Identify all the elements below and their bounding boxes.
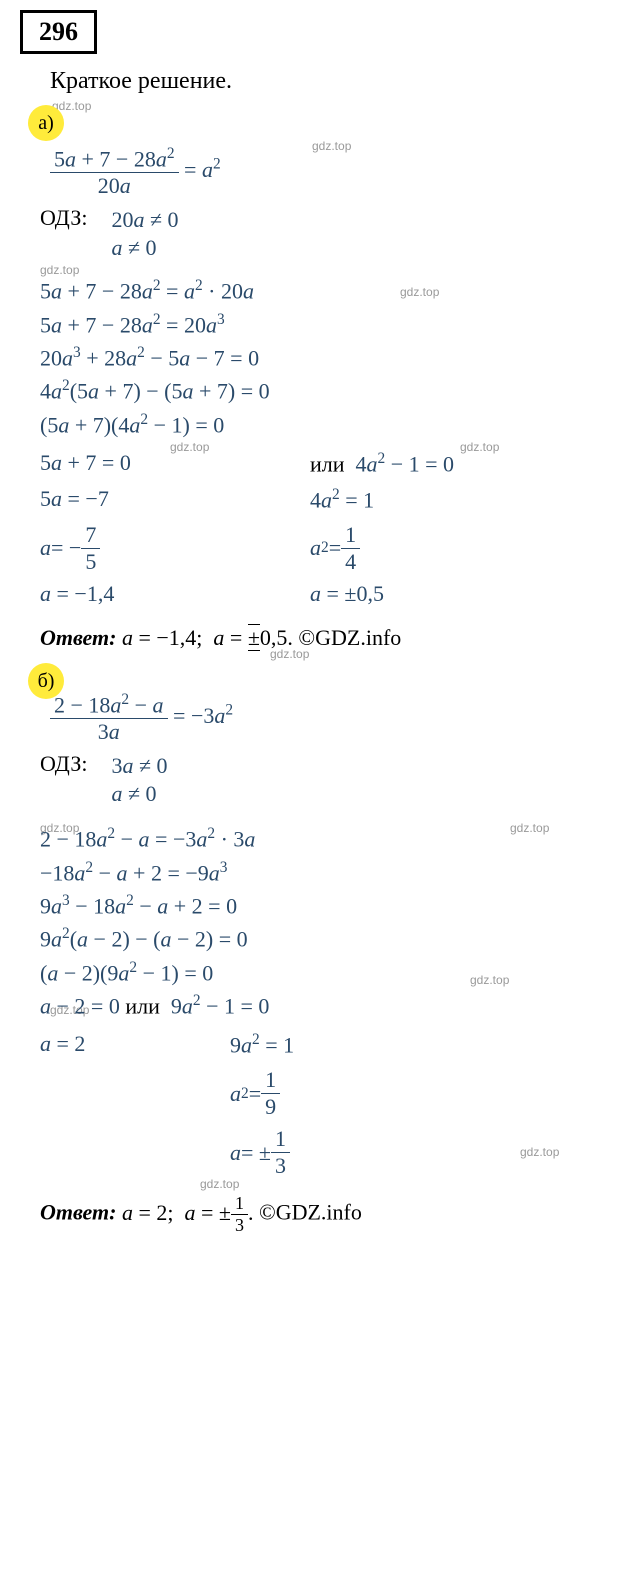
section-title: Краткое решение. (50, 68, 604, 95)
eq-line: a2 = 14 (310, 522, 454, 575)
part-b-container: б) 2 − 18a2 − a 3a = −3a2 ОДЗ: 3a ≠ 0 a … (20, 659, 604, 1236)
left-column: a = 2 (40, 1025, 230, 1185)
split-line: a − 2 = 0 или 9a2 − 1 = 0 (40, 992, 604, 1019)
part-a-label: а) (28, 105, 64, 141)
work-line: 20a3 + 28a2 − 5a − 7 = 0 (40, 344, 604, 371)
problem-number: 296 (39, 17, 78, 46)
part-a-label-text: а) (38, 112, 54, 134)
eq-line: a = ±0,5 (310, 581, 454, 611)
odz-line: a ≠ 0 (111, 235, 178, 261)
part-a-main-equation: gdz.top 5a + 7 − 28a2 20a = a2 (50, 145, 604, 199)
eq-line: a = −1,4 (40, 581, 310, 611)
eq-line: 4a2 = 1 (310, 486, 454, 516)
copyright: ©GDZ.info (298, 625, 401, 650)
watermark: gdz.top (40, 263, 79, 277)
part-b-main-equation: 2 − 18a2 − a 3a = −3a2 (50, 691, 604, 745)
fraction: 2 − 18a2 − a 3a (50, 691, 168, 745)
eq-line: 5a + 7 = 0 (40, 450, 310, 480)
answer-a: gdz.top Ответ: a = −1,4; a = ±0,5. ©GDZ.… (40, 625, 604, 651)
right-column: или 4a2 − 1 = 0 4a2 = 1 a2 = 14 a = ±0,5 (310, 444, 454, 617)
odz-block-a: ОДЗ: 20a ≠ 0 a ≠ 0 (40, 205, 604, 263)
watermark: gdz.top (170, 440, 209, 454)
answer-b: Ответ: a = 2; a = ±13. ©GDZ.info (40, 1193, 604, 1236)
eq-line: a = ±13 (230, 1126, 294, 1179)
work-line: −18a2 − a + 2 = −9a3 (40, 859, 604, 886)
fraction: 5a + 7 − 28a2 20a (50, 145, 179, 199)
equals-rhs: = a2 (184, 157, 221, 182)
work-line: 2 − 18a2 − a = −3a2 · 3a (40, 825, 604, 852)
odz-line: 3a ≠ 0 (111, 753, 167, 779)
work-line: (5a + 7)(4a2 − 1) = 0 (40, 411, 604, 438)
watermark: gdz.top (460, 440, 499, 454)
odz-block-b: ОДЗ: 3a ≠ 0 a ≠ 0 (40, 751, 604, 809)
eq-line: 5a = −7 (40, 486, 310, 516)
odz-content: 20a ≠ 0 a ≠ 0 (111, 205, 178, 263)
eq-line: или 4a2 − 1 = 0 (310, 450, 454, 480)
watermark: gdz.top (312, 139, 351, 153)
eq-line: a = −75 (40, 522, 310, 575)
equals-rhs: = −3a2 (173, 703, 233, 728)
watermark: gdz.top (200, 1177, 239, 1191)
answer-label: Ответ: (40, 1200, 116, 1225)
part-a-container: gdz.top а) gdz.top 5a + 7 − 28a2 20a = a… (20, 101, 604, 651)
answer-label: Ответ: (40, 625, 116, 650)
copyright: ©GDZ.info (259, 1200, 362, 1225)
problem-number-box: 296 (20, 10, 97, 54)
denominator: 20a (50, 173, 179, 199)
denominator: 3a (50, 719, 168, 745)
numerator: 5a + 7 − 28a2 (50, 145, 179, 173)
two-column-solve-b: gdz.top gdz.top a = 2 9a2 = 1 a2 = 19 a … (40, 1025, 604, 1185)
eq-line: a = 2 (40, 1031, 230, 1061)
odz-label: ОДЗ: (40, 751, 87, 777)
answer-value: a = 2; a = ±13. (122, 1200, 259, 1225)
two-column-solve-a: gdz.top gdz.top 5a + 7 = 0 5a = −7 a = −… (40, 444, 604, 617)
work-line: 4a2(5a + 7) − (5a + 7) = 0 (40, 377, 604, 404)
watermark: gdz.top (520, 1145, 559, 1159)
numerator: 2 − 18a2 − a (50, 691, 168, 719)
document-content: 296 Краткое решение. gdz.top а) gdz.top … (20, 10, 604, 1236)
work-line: 5a + 7 − 28a2 = 20a3 (40, 311, 604, 338)
work-line: 5a + 7 − 28a2 = a2 · 20a (40, 277, 604, 304)
odz-content: 3a ≠ 0 a ≠ 0 (111, 751, 167, 809)
odz-line: 20a ≠ 0 (111, 207, 178, 233)
odz-line: a ≠ 0 (111, 781, 167, 807)
right-column: 9a2 = 1 a2 = 19 a = ±13 (230, 1025, 294, 1185)
eq-line: a2 = 19 (230, 1067, 294, 1120)
work-line: 9a2(a − 2) − (a − 2) = 0 (40, 925, 604, 952)
work-line: 9a3 − 18a2 − a + 2 = 0 (40, 892, 604, 919)
eq-line: 9a2 = 1 (230, 1031, 294, 1061)
part-b-label-text: б) (38, 670, 55, 692)
odz-label: ОДЗ: (40, 205, 87, 231)
work-line: (a − 2)(9a2 − 1) = 0 (40, 959, 604, 986)
left-column: 5a + 7 = 0 5a = −7 a = −75 a = −1,4 (40, 444, 310, 617)
